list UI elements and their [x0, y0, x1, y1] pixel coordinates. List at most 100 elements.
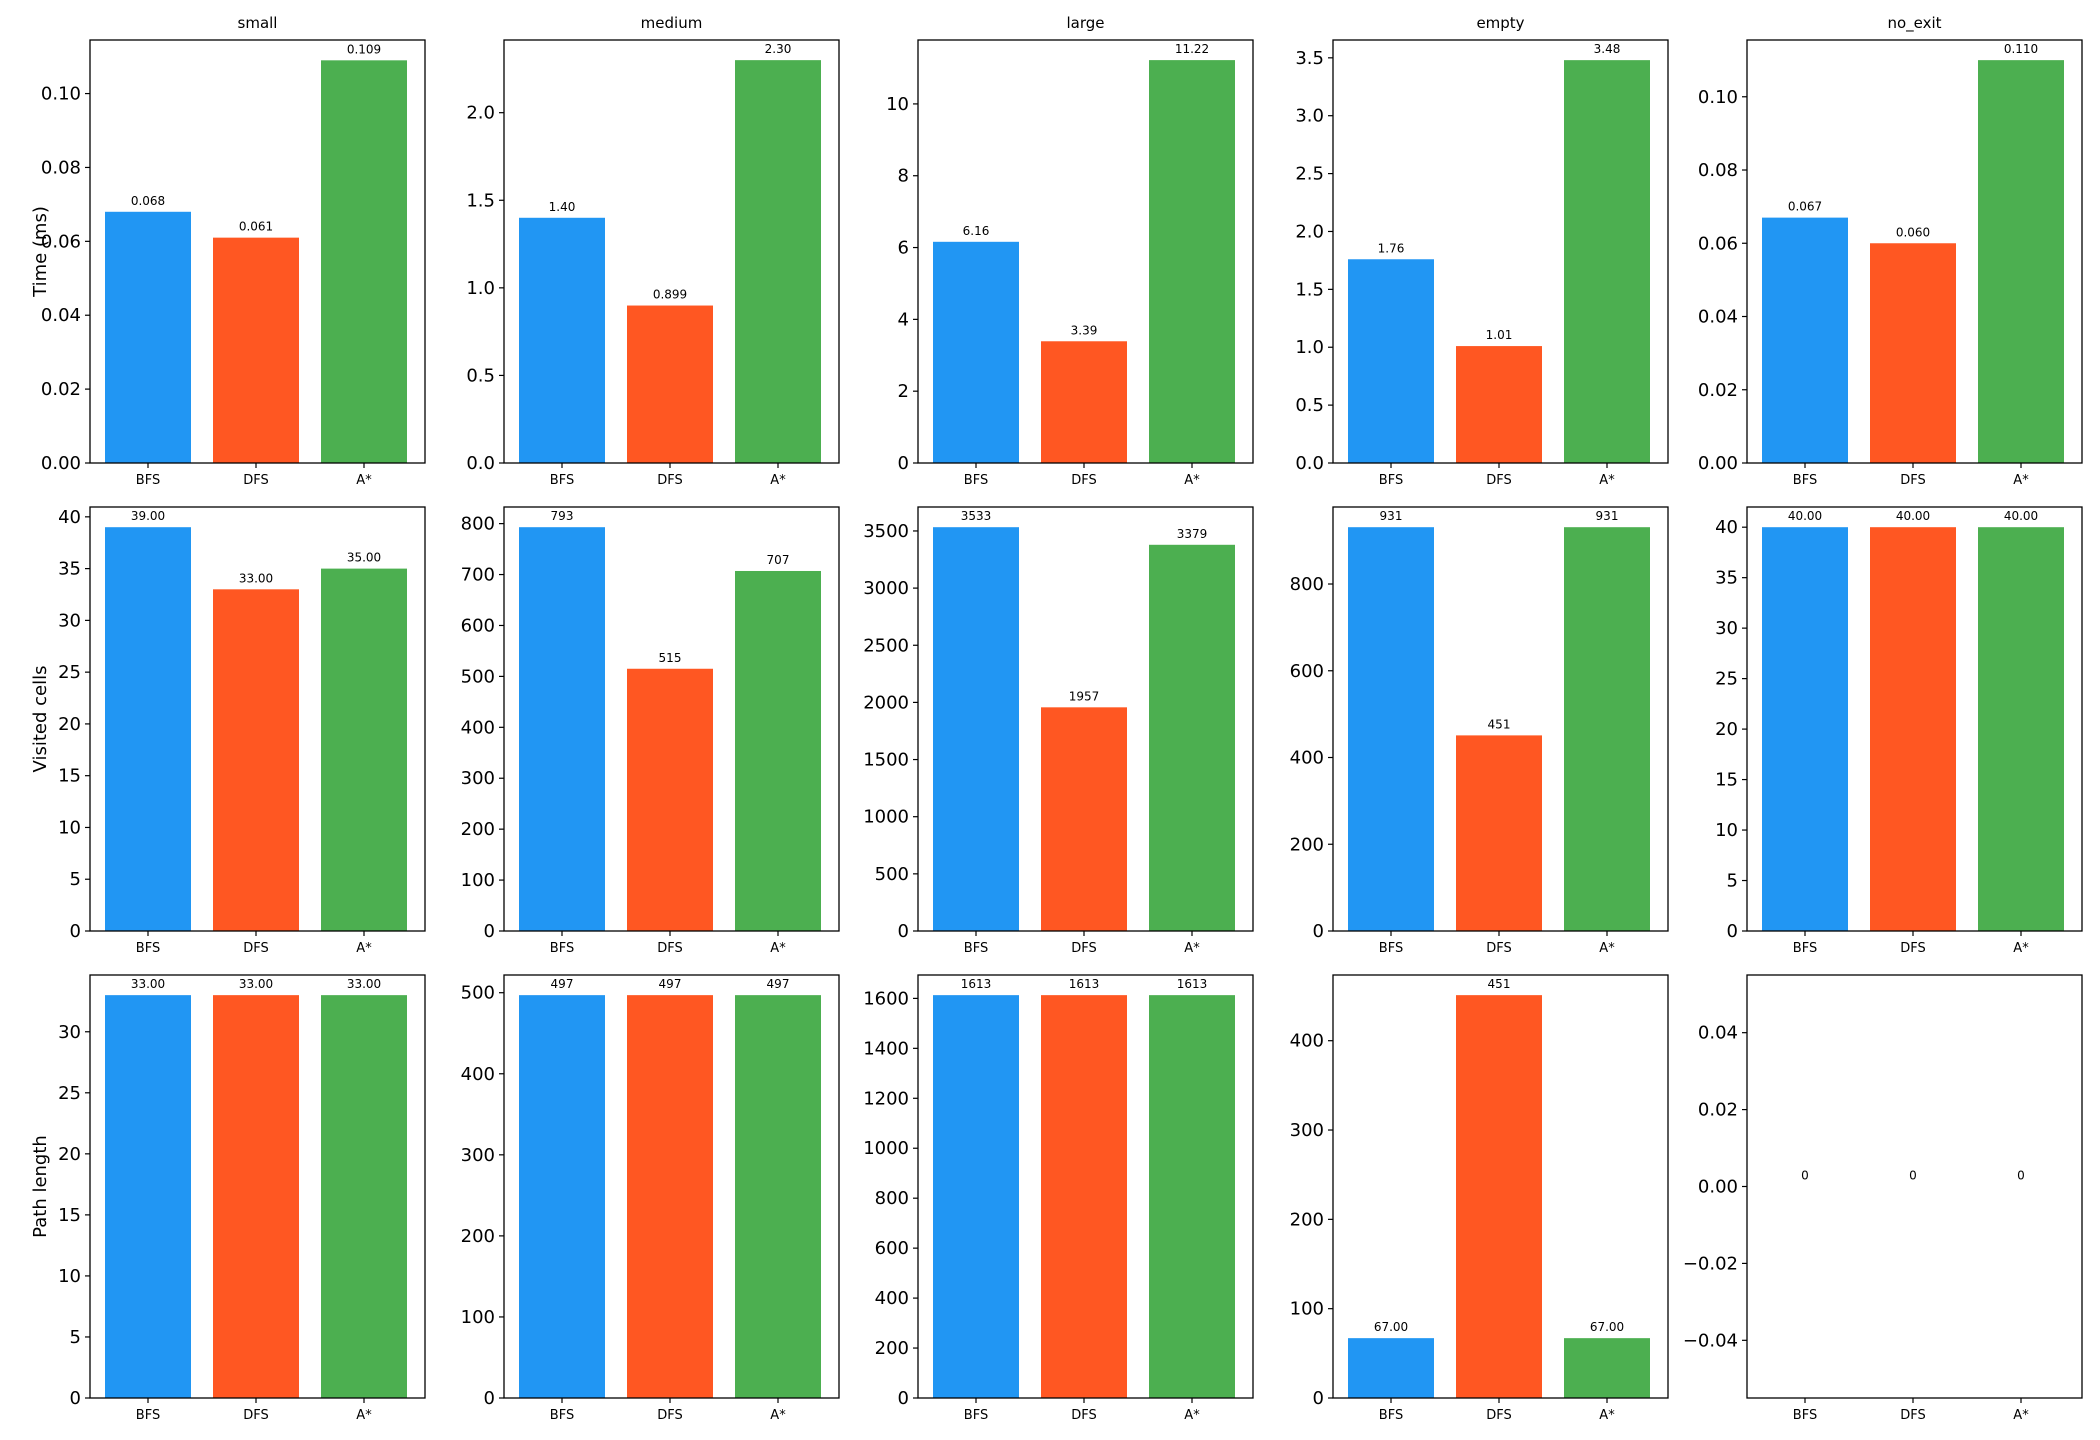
y-tick-label: 400: [1290, 1031, 1324, 1052]
x-tick-label: DFS: [1486, 473, 1512, 488]
x-tick-label: DFS: [657, 941, 683, 956]
y-tick-label: 15: [58, 1205, 81, 1226]
y-tick-label: 100: [461, 1307, 495, 1328]
y-tick-label: 15: [1715, 770, 1738, 791]
bar-value-label: 33.00: [239, 571, 273, 585]
y-tick-label: 700: [461, 565, 495, 586]
y-tick-label: 2000: [863, 692, 909, 713]
y-tick-label: 30: [58, 610, 81, 631]
bar: [1762, 217, 1848, 463]
chart-panel: 1613 BFS 1613 DFS 1613 A* 0 200 400 600 800 1000 120…: [863, 974, 1254, 1423]
bar-value-label: 0.899: [653, 288, 687, 302]
y-tick-label: 0.02: [41, 379, 81, 400]
x-tick-label: A*: [356, 1408, 372, 1423]
x-tick-label: A*: [770, 941, 786, 956]
y-tick-label: 600: [461, 615, 495, 636]
y-tick-label: 200: [461, 1226, 495, 1247]
y-tick-label: 10: [886, 94, 909, 115]
bar: [933, 527, 1019, 931]
chart-panel: 39.00 BFS 33.00 DFS 35.00 A* 0 5 10 15 20 25 30 35 40: [58, 506, 426, 956]
y-tick-label: 200: [875, 1338, 909, 1359]
bar: [1041, 995, 1127, 1398]
bar-value-label: 3.39: [1071, 323, 1098, 337]
y-tick-label: 0.02: [1698, 1100, 1738, 1121]
x-tick-label: BFS: [1793, 1408, 1817, 1423]
chart-panel: 67.00 BFS 451 DFS 67.00 A* 0 100 200 300 400: [1290, 974, 1669, 1423]
bar-value-label: 451: [1488, 717, 1511, 731]
bar: [1564, 1338, 1650, 1398]
y-tick-label: 3000: [863, 578, 909, 599]
y-tick-label: 0.04: [1698, 307, 1738, 328]
bar-value-label: 67.00: [1374, 1320, 1408, 1334]
bar: [627, 668, 713, 931]
bar: [933, 241, 1019, 463]
bar-value-label: 39.00: [131, 509, 165, 523]
y-tick-label: 10: [58, 817, 81, 838]
x-tick-label: A*: [1599, 941, 1615, 956]
x-tick-label: DFS: [1071, 941, 1097, 956]
y-tick-label: 10: [58, 1266, 81, 1287]
chart-panel: 0.067 BFS 0.060 DFS 0.110 A* 0.00 0.02 0.04 0.06 0…: [1698, 14, 2083, 488]
bar-value-label: 497: [767, 977, 790, 991]
bar-value-label: 0.110: [2004, 42, 2038, 56]
axes-frame: [1332, 39, 1669, 464]
bar-value-label: 1.76: [1378, 241, 1405, 255]
x-tick-label: DFS: [1486, 1408, 1512, 1423]
y-tick-label: −0.02: [1683, 1253, 1738, 1274]
bar: [1149, 60, 1235, 464]
y-tick-label: 5: [1727, 871, 1738, 892]
x-tick-label: BFS: [1793, 473, 1817, 488]
x-tick-label: A*: [1599, 473, 1615, 488]
x-tick-label: A*: [2013, 473, 2029, 488]
y-tick-label: 0.06: [41, 231, 81, 252]
x-tick-label: DFS: [1900, 1408, 1926, 1423]
axes-frame: [89, 39, 426, 464]
bar-value-label: 1.01: [1486, 328, 1513, 342]
bar: [1978, 527, 2064, 931]
y-tick-label: 20: [1715, 719, 1738, 740]
y-tick-label: 1000: [863, 807, 909, 828]
y-tick-label: 200: [1290, 1209, 1324, 1230]
axes-frame: [1746, 39, 2083, 464]
bar-value-label: 931: [1596, 509, 1619, 523]
y-tick-label: 15: [58, 766, 81, 787]
chart-title: small: [238, 14, 278, 32]
y-tick-label: 0: [898, 1388, 909, 1409]
bar: [1870, 527, 1956, 931]
y-tick-label: 8: [898, 166, 909, 187]
y-tick-label: 1.0: [1295, 337, 1324, 358]
axes-frame: [503, 506, 840, 932]
bar: [519, 995, 605, 1398]
row-ylabel: Time (ms): [30, 206, 51, 298]
y-tick-label: 400: [461, 1064, 495, 1085]
bar-value-label: 931: [1380, 509, 1403, 523]
axes-frame: [1746, 506, 2083, 932]
bar-value-label: 793: [551, 509, 574, 523]
bar: [1348, 259, 1434, 463]
y-tick-label: 100: [1290, 1299, 1324, 1320]
x-tick-label: A*: [770, 473, 786, 488]
y-tick-label: 0.10: [1698, 87, 1738, 108]
y-tick-label: 400: [461, 717, 495, 738]
bar-value-label: 33.00: [239, 977, 273, 991]
bar-value-label: 0: [1801, 1169, 1809, 1183]
y-tick-label: 0: [1727, 921, 1738, 942]
row-ylabel: Visited cells: [30, 666, 51, 773]
y-tick-label: 500: [461, 666, 495, 687]
chart-panel: 33.00 BFS 33.00 DFS 33.00 A* 0 5 10 15 20 25 30: [58, 974, 426, 1423]
y-tick-label: 40: [1715, 517, 1738, 538]
x-tick-label: A*: [2013, 941, 2029, 956]
y-tick-label: 25: [1715, 669, 1738, 690]
y-tick-label: 1600: [863, 988, 909, 1009]
y-tick-label: 0.5: [466, 365, 495, 386]
y-tick-label: 0.00: [41, 453, 81, 474]
bar-value-label: 707: [767, 553, 790, 567]
bar-value-label: 33.00: [347, 977, 381, 991]
bar: [1348, 1338, 1434, 1398]
y-tick-label: 1.5: [466, 190, 495, 211]
x-tick-label: A*: [1599, 1408, 1615, 1423]
bar-value-label: 40.00: [1788, 509, 1822, 523]
row-ylabel: Path length: [30, 1135, 51, 1238]
x-tick-label: A*: [770, 1408, 786, 1423]
axes-frame: [1332, 506, 1669, 932]
